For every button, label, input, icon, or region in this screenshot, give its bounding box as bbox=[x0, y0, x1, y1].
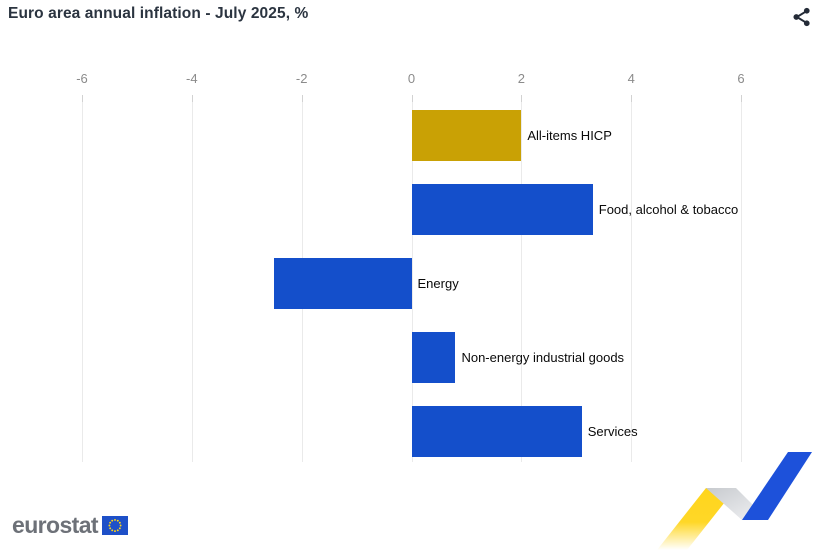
bar-food-alcohol-tobacco[interactable] bbox=[411, 184, 593, 235]
bar-label: All-items HICP bbox=[527, 128, 612, 143]
x-axis-tickmark bbox=[521, 95, 523, 102]
x-axis-tick-label: 2 bbox=[517, 71, 525, 86]
bar-chart: -6 -4 -2 0 2 4 6 All-items HICP Food, alcohol &… bbox=[76, 71, 745, 462]
bar-energy[interactable] bbox=[274, 258, 412, 309]
gridline bbox=[631, 102, 633, 462]
eurostat-logo-text: eurostat bbox=[12, 512, 99, 538]
x-axis-tick-label: 0 bbox=[407, 71, 416, 86]
x-axis-tickmark bbox=[82, 95, 83, 102]
bar-label: Energy bbox=[417, 276, 459, 291]
gridline bbox=[82, 102, 83, 462]
x-axis-tickmark bbox=[191, 95, 193, 102]
x-axis-tickmark bbox=[301, 95, 303, 102]
x-axis-tick-label: -4 bbox=[186, 71, 198, 86]
bar-non-energy-industrial-goods[interactable] bbox=[411, 332, 456, 383]
share-button[interactable] bbox=[790, 6, 814, 30]
gridline bbox=[191, 102, 193, 462]
bar-label: Non-energy industrial goods bbox=[461, 350, 625, 365]
x-axis-tickmark bbox=[411, 95, 413, 102]
bar-all-items-hicp[interactable] bbox=[411, 110, 522, 161]
x-axis-tickmark bbox=[741, 95, 743, 102]
gridline bbox=[741, 102, 743, 462]
bar-label: Food, alcohol & tobacco bbox=[598, 202, 739, 217]
x-axis-tick-label: -2 bbox=[295, 71, 308, 86]
bar-label: Services bbox=[587, 424, 638, 439]
x-axis-tickmark bbox=[631, 95, 633, 102]
x-axis-tick-label: 6 bbox=[737, 71, 745, 86]
chart-title: Euro area annual inflation - July 2025, … bbox=[8, 5, 309, 22]
eurostat-zigzag-ribbon bbox=[657, 452, 812, 550]
gridline bbox=[521, 102, 523, 462]
bar-services[interactable] bbox=[411, 406, 582, 457]
x-axis-tick-label: 4 bbox=[627, 71, 635, 86]
gridline bbox=[411, 102, 413, 462]
share-icon bbox=[793, 7, 810, 27]
eurostat-logo[interactable]: eurostat bbox=[12, 514, 128, 537]
x-axis-tick-label: -6 bbox=[76, 71, 88, 86]
eu-flag-icon bbox=[101, 516, 128, 535]
